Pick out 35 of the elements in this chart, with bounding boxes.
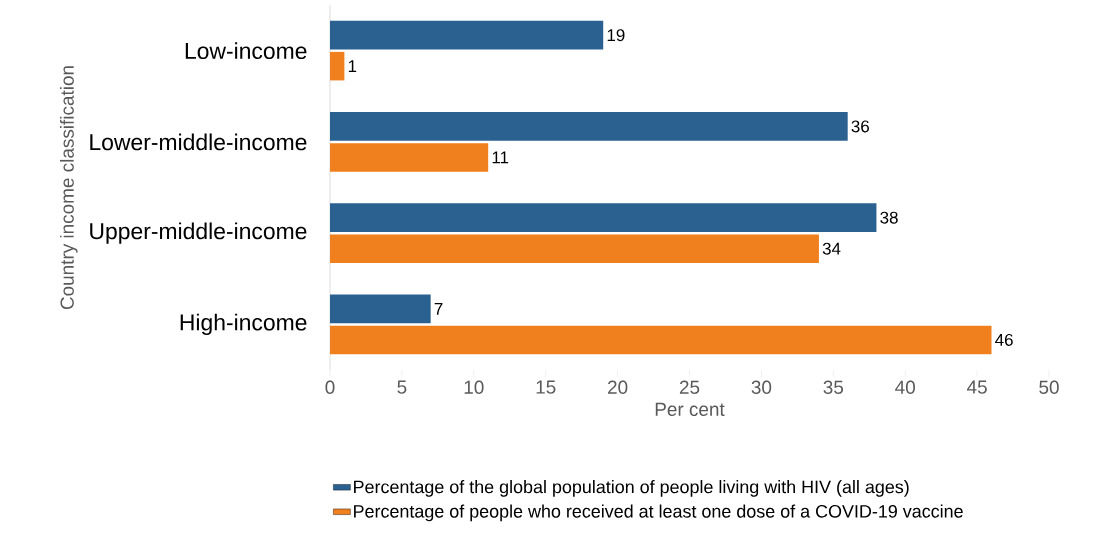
data-label: 11 (492, 151, 509, 164)
x-tick-label: 0 (325, 380, 335, 394)
x-tick-label: 40 (895, 380, 915, 394)
bar (330, 234, 819, 263)
y-tick-label: Upper-middle-income (90, 222, 307, 244)
x-tick-label: 35 (823, 380, 844, 394)
bar (330, 203, 877, 232)
bar (330, 294, 431, 324)
data-label: 34 (822, 242, 841, 255)
legend-label: Percentage of the global population of people living with HIV (all ages) (354, 480, 909, 497)
bar (330, 143, 489, 172)
x-tick-label: 25 (679, 380, 700, 394)
data-label: 7 (434, 303, 443, 315)
x-tick-label: 10 (464, 380, 484, 394)
data-label: 38 (880, 211, 898, 224)
data-label: 36 (851, 120, 869, 133)
bar (330, 51, 345, 81)
x-axis-title: Per cent (655, 402, 725, 416)
data-label: 46 (995, 333, 1013, 346)
y-tick-label: Low-income (185, 42, 307, 60)
bar (330, 20, 604, 50)
x-tick-label: 30 (751, 380, 772, 394)
bar (330, 325, 992, 355)
data-label: 19 (607, 29, 625, 42)
y-axis-title: Country income classification (59, 66, 78, 310)
y-tick-label: Lower-middle-income (90, 133, 307, 151)
x-tick-label: 20 (608, 380, 628, 394)
x-tick-label: 45 (967, 380, 987, 394)
data-label: 1 (348, 60, 357, 72)
y-tick-label: High-income (180, 313, 307, 336)
x-tick-label: 15 (536, 380, 556, 394)
legend-label: Percentage of people who received at least one dose of a COVID-19 vaccine (354, 504, 963, 522)
bar (330, 112, 848, 141)
x-tick-label: 5 (397, 380, 407, 394)
x-tick-label: 50 (1039, 380, 1059, 394)
